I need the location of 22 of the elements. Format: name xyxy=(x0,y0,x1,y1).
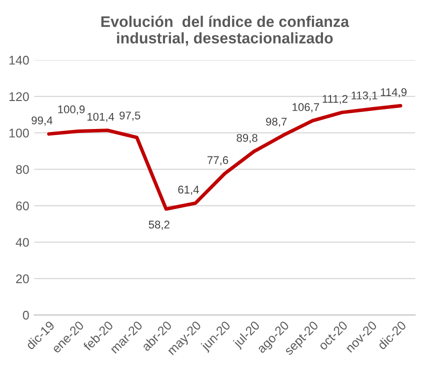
chart-title: Evolución del índice de confianza industrial, desestacionalizado xyxy=(101,16,350,46)
data-label: 99,4 xyxy=(32,116,52,126)
y-tick-label: 80 xyxy=(16,165,29,174)
y-tick-label: 140 xyxy=(9,56,29,65)
data-label: 89,8 xyxy=(236,134,258,144)
data-label: 101,4 xyxy=(87,112,114,122)
data-label: 97,5 xyxy=(120,112,140,121)
y-tick-label: 40 xyxy=(16,238,29,247)
data-label: 61,4 xyxy=(178,186,199,195)
y-tick-label: 100 xyxy=(9,128,29,138)
data-label: 77,6 xyxy=(208,156,228,166)
y-tick-label: 0 xyxy=(22,310,29,320)
y-tick-label: 60 xyxy=(16,202,29,210)
data-label: 106,7 xyxy=(292,103,320,112)
data-label: 58,2 xyxy=(148,220,170,230)
y-tick-label: 20 xyxy=(16,274,29,284)
data-label: 98,7 xyxy=(266,118,287,127)
data-label: 113,1 xyxy=(352,92,378,101)
y-tick-label: 120 xyxy=(9,92,29,102)
data-label: 114,9 xyxy=(380,88,407,98)
data-label: 111,2 xyxy=(322,94,348,104)
data-label: 100,9 xyxy=(58,105,85,115)
